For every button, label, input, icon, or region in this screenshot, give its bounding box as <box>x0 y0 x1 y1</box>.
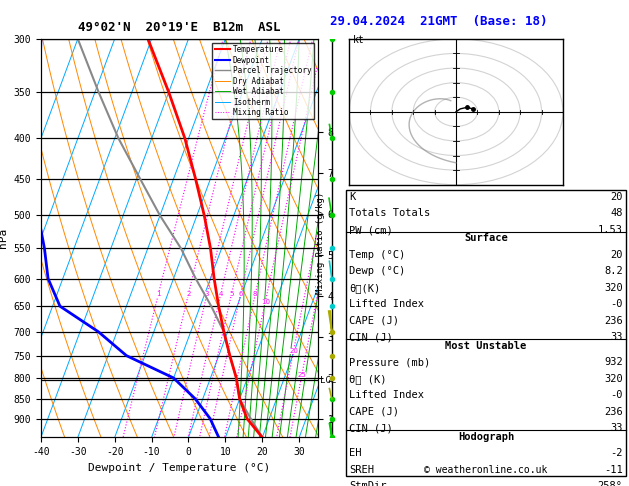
Text: -2: -2 <box>610 448 623 458</box>
Text: kt: kt <box>353 35 365 45</box>
Text: 3: 3 <box>204 292 209 297</box>
Y-axis label: km
ASL: km ASL <box>350 227 367 249</box>
Text: Most Unstable: Most Unstable <box>445 341 526 351</box>
Text: EH: EH <box>349 448 362 458</box>
Text: 33: 33 <box>610 423 623 434</box>
Text: 29.04.2024  21GMT  (Base: 18): 29.04.2024 21GMT (Base: 18) <box>330 15 548 28</box>
X-axis label: Dewpoint / Temperature (°C): Dewpoint / Temperature (°C) <box>88 463 270 473</box>
Text: CAPE (J): CAPE (J) <box>349 316 399 326</box>
Text: Lifted Index: Lifted Index <box>349 390 424 400</box>
Text: Mixing Ratio (g/kg): Mixing Ratio (g/kg) <box>316 192 325 294</box>
Text: 320: 320 <box>604 283 623 293</box>
Text: 33: 33 <box>610 332 623 343</box>
Text: Dewp (°C): Dewp (°C) <box>349 266 405 277</box>
Text: 320: 320 <box>604 374 623 384</box>
Y-axis label: hPa: hPa <box>0 228 8 248</box>
Text: Totals Totals: Totals Totals <box>349 208 430 219</box>
Title: 49°02'N  20°19'E  B12m  ASL: 49°02'N 20°19'E B12m ASL <box>78 20 281 34</box>
Text: SREH: SREH <box>349 465 374 475</box>
Text: 932: 932 <box>604 357 623 367</box>
Legend: Temperature, Dewpoint, Parcel Trajectory, Dry Adiabat, Wet Adiabat, Isotherm, Mi: Temperature, Dewpoint, Parcel Trajectory… <box>212 43 314 120</box>
Text: 4: 4 <box>218 292 223 297</box>
Text: StmDir: StmDir <box>349 481 387 486</box>
Text: 1.53: 1.53 <box>598 225 623 235</box>
Text: LCL: LCL <box>320 376 337 384</box>
Text: 2: 2 <box>186 292 191 297</box>
Text: 48: 48 <box>610 208 623 219</box>
Text: 258°: 258° <box>598 481 623 486</box>
Text: -0: -0 <box>610 299 623 310</box>
Text: 1: 1 <box>156 292 160 297</box>
Text: 8: 8 <box>253 292 257 297</box>
Text: CAPE (J): CAPE (J) <box>349 407 399 417</box>
Text: CIN (J): CIN (J) <box>349 332 393 343</box>
Text: CIN (J): CIN (J) <box>349 423 393 434</box>
Text: 25: 25 <box>298 372 306 378</box>
Text: 236: 236 <box>604 316 623 326</box>
Text: 6: 6 <box>238 292 243 297</box>
Text: Surface: Surface <box>464 233 508 243</box>
Text: 20: 20 <box>289 348 298 354</box>
Text: Temp (°C): Temp (°C) <box>349 250 405 260</box>
Text: 20: 20 <box>610 250 623 260</box>
Text: θᴇ (K): θᴇ (K) <box>349 374 387 384</box>
Text: K: K <box>349 192 355 202</box>
Text: Pressure (mb): Pressure (mb) <box>349 357 430 367</box>
Text: 5: 5 <box>229 292 233 297</box>
Text: Lifted Index: Lifted Index <box>349 299 424 310</box>
Text: 236: 236 <box>604 407 623 417</box>
Text: © weatheronline.co.uk: © weatheronline.co.uk <box>424 465 548 475</box>
Text: PW (cm): PW (cm) <box>349 225 393 235</box>
Text: -11: -11 <box>604 465 623 475</box>
Text: θᴇ(K): θᴇ(K) <box>349 283 381 293</box>
Text: 10: 10 <box>261 298 270 305</box>
Text: -0: -0 <box>610 390 623 400</box>
Text: 8.2: 8.2 <box>604 266 623 277</box>
Text: Hodograph: Hodograph <box>458 432 514 442</box>
Text: 20: 20 <box>610 192 623 202</box>
